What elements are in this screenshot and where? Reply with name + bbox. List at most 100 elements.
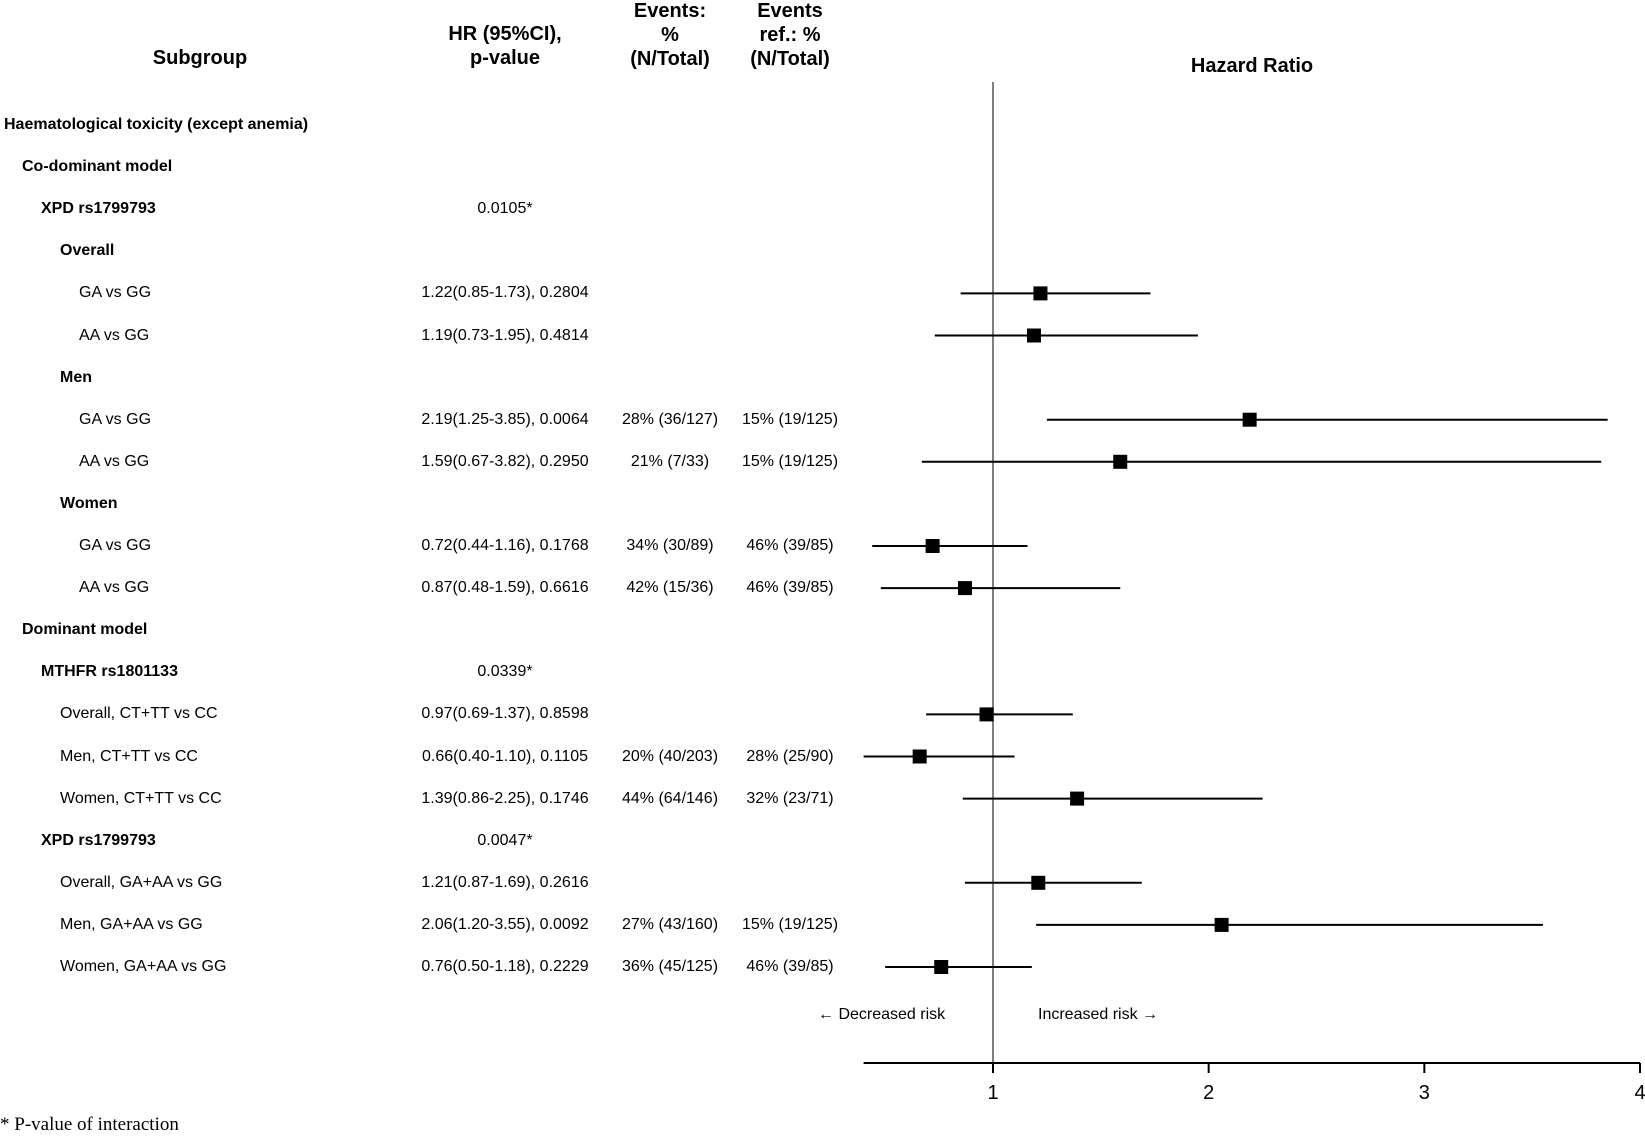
row-events-ref: 46% (39/85) (746, 958, 834, 975)
point-estimate-marker (957, 581, 972, 596)
subgroup-header-text: Subgroup (152, 47, 248, 69)
row-events-ref: 15% (19/125) (741, 452, 839, 470)
row-label: GA vs GG (79, 410, 152, 428)
row-hr-value: 0.66(0.40-1.10), 0.1105 (421, 747, 589, 765)
row-events-ref: 15% (19/125) (741, 915, 839, 933)
row-label: Women (60, 494, 118, 512)
row-events-ref: 32% (23/71) (746, 789, 834, 807)
row-hr-value: 0.76(0.50-1.18), 0.2229 (421, 958, 589, 975)
row-label: Co-dominant model (22, 158, 173, 176)
row-hr-value: 2.19(1.25-3.85), 0.0064 (421, 410, 589, 428)
row-label: AA vs GG (79, 579, 150, 597)
row-hr-value: 0.0339* (477, 663, 533, 681)
point-estimate-marker (1033, 286, 1048, 301)
row-hr-value: 1.22(0.85-1.73), 0.2804 (421, 284, 589, 302)
events-header-line2: % (661, 24, 679, 46)
row-events: 20% (40/203) (621, 747, 719, 765)
table-row: XPD rs1799793 0.0047* (0, 826, 860, 856)
row-label: AA vs GG (79, 326, 150, 344)
x-tick-label: 1 (987, 1082, 998, 1104)
row-hr-value: 0.0105* (477, 200, 533, 218)
row-label: Women, CT+TT vs CC (60, 789, 222, 807)
table-row: Men (0, 363, 860, 393)
point-estimate-marker (1113, 454, 1128, 469)
point-estimate-marker (912, 749, 927, 764)
row-hr-value: 2.06(1.20-3.55), 0.0092 (421, 915, 589, 933)
point-estimate-marker (1070, 791, 1085, 806)
row-hr-value: 0.72(0.44-1.16), 0.1768 (421, 537, 589, 554)
table-row: GA vs GG 0.72(0.44-1.16), 0.1768 34% (30/8… (0, 531, 860, 561)
point-estimate-marker (1031, 875, 1046, 890)
row-label: Men (60, 368, 92, 386)
point-estimate-marker (934, 960, 949, 974)
events-ref-header: Events ref.: % (N/Total) (725, 0, 855, 71)
table-row: Dominant model (0, 615, 860, 645)
row-events: 44% (64/146) (621, 789, 719, 807)
table-row: MTHFR rs1801133 0.0339* (0, 657, 860, 687)
row-label: Overall, GA+AA vs GG (60, 873, 223, 891)
table-row: Overall, GA+AA vs GG 1.21(0.87-1.69), 0.2… (0, 868, 860, 898)
table-row: AA vs GG 0.87(0.48-1.59), 0.6616 42% (15/3… (0, 573, 860, 603)
row-label: GA vs GG (79, 284, 152, 302)
table-row: AA vs GG 1.19(0.73-1.95), 0.4814 (0, 321, 860, 351)
row-label: GA vs GG (79, 537, 152, 554)
row-events: 21% (7/33) (630, 452, 710, 470)
row-events-ref: 15% (19/125) (741, 410, 839, 428)
table-row: Women, GA+AA vs GG 0.76(0.50-1.18), 0.222… (0, 952, 860, 982)
x-tick-label: 4 (1634, 1082, 1645, 1104)
row-events-ref: 46% (39/85) (746, 579, 834, 597)
row-hr-value: 1.19(0.73-1.95), 0.4814 (421, 326, 589, 344)
point-estimate-marker (1026, 328, 1041, 343)
point-estimate-marker (925, 539, 940, 553)
row-hr-value: 1.21(0.87-1.69), 0.2616 (421, 873, 589, 891)
row-events-ref: 28% (25/90) (746, 747, 834, 765)
row-events-ref: 46% (39/85) (746, 537, 834, 554)
table-row: Overall, CT+TT vs CC 0.97(0.69-1.37), 0.8… (0, 699, 860, 729)
hr-header: HR (95%CI), p-value (380, 22, 630, 70)
row-label: Overall, CT+TT vs CC (60, 705, 218, 723)
row-label: Overall (60, 242, 115, 260)
table-row: GA vs GG 1.22(0.85-1.73), 0.2804 (0, 278, 860, 308)
point-estimate-marker (1214, 917, 1229, 932)
events-header-line1: Events: (633, 0, 707, 22)
row-label: Men, GA+AA vs GG (60, 915, 203, 933)
table-row: XPD rs1799793 0.0105* (0, 194, 860, 224)
row-label: MTHFR rs1801133 (41, 663, 178, 681)
row-label: Dominant model (22, 621, 148, 639)
subgroup-header: Subgroup (100, 46, 300, 70)
row-events: 36% (45/125) (621, 958, 719, 975)
table-row: Women (0, 489, 860, 519)
footnote: * P-value of interaction (0, 1114, 179, 1135)
events-header-line3: (N/Total) (630, 48, 710, 70)
row-events: 34% (30/89) (626, 537, 714, 554)
table-row: Women, CT+TT vs CC 1.39(0.86-2.25), 0.174… (0, 784, 860, 814)
increased-risk-label: Increased risk → (1038, 1006, 1159, 1023)
x-tick-label: 2 (1203, 1082, 1214, 1104)
row-events: 28% (36/127) (621, 410, 719, 428)
table-row: Co-dominant model (0, 152, 860, 182)
hr-header-line2: p-value (469, 47, 541, 69)
events-ref-header-line1: Events (757, 0, 823, 22)
row-hr-value: 1.59(0.67-3.82), 0.2950 (421, 452, 589, 470)
table-row: GA vs GG 2.19(1.25-3.85), 0.0064 28% (36/1… (0, 405, 860, 435)
table-row: Overall (0, 236, 860, 266)
row-hr-value: 0.87(0.48-1.59), 0.6616 (421, 579, 589, 597)
row-label: XPD rs1799793 (41, 200, 156, 218)
decreased-risk-label: ← Decreased risk (818, 1006, 946, 1023)
events-ref-header-line3: (N/Total) (750, 48, 830, 70)
table-row: Men, GA+AA vs GG 2.06(1.20-3.55), 0.0092 2… (0, 910, 860, 940)
row-label: XPD rs1799793 (41, 831, 156, 849)
row-hr-value: 1.39(0.86-2.25), 0.1746 (421, 789, 589, 807)
table-row: Men, CT+TT vs CC 0.66(0.40-1.10), 0.1105 2… (0, 742, 860, 772)
point-estimate-marker (979, 707, 994, 722)
row-events: 27% (43/160) (621, 915, 719, 933)
row-label: Men, CT+TT vs CC (60, 747, 198, 765)
point-estimate-marker (1242, 412, 1257, 427)
x-tick-label: 3 (1419, 1082, 1430, 1104)
row-hr-value: 0.97(0.69-1.37), 0.8598 (421, 705, 589, 723)
table-row: AA vs GG 1.59(0.67-3.82), 0.2950 21% (7/33… (0, 447, 860, 477)
table-row: Haematological toxicity (except anemia) (0, 110, 860, 140)
events-ref-header-line2: ref.: % (759, 24, 821, 46)
row-label: Women, GA+AA vs GG (60, 958, 227, 975)
